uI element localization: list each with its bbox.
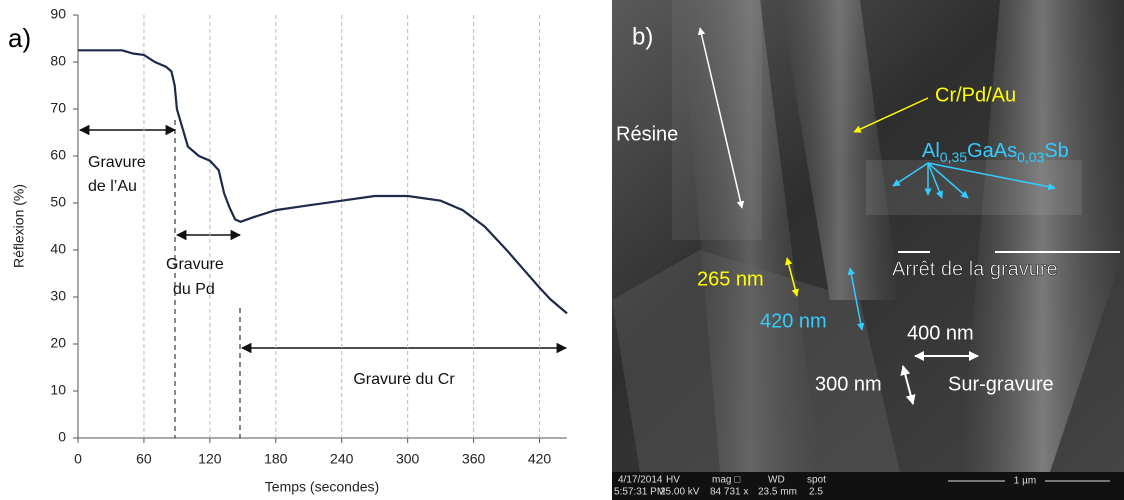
y-tick-label: 40: [50, 241, 66, 257]
annotation: Gravure: [166, 256, 224, 273]
y-tick-label: 70: [50, 100, 66, 116]
texture: [780, 0, 900, 300]
y-tick-label: 30: [50, 288, 66, 304]
texture: [960, 0, 1124, 472]
y-axis-label: Réflexion (%): [11, 184, 27, 268]
x-tick-label: 60: [136, 451, 152, 467]
texture: [866, 160, 1082, 215]
info-text: 23.5 mm: [758, 487, 797, 498]
formula-part: Sb: [1044, 140, 1068, 162]
info-text: 25.00 kV: [660, 487, 700, 498]
arrows: [847, 162, 1056, 331]
panel-label: a): [8, 23, 31, 53]
label: 420 nm: [760, 310, 827, 332]
info-text: 4/17/2014: [618, 475, 663, 486]
x-tick-label: 0: [74, 451, 82, 467]
y-tick-label: 0: [58, 429, 66, 445]
formula-part: GaAs: [967, 140, 1017, 162]
label: 400 nm: [907, 322, 974, 344]
formula-sub: 0,35: [940, 149, 967, 165]
arrow: [853, 97, 929, 133]
info-text: HV: [666, 475, 680, 486]
formula-sub: 0,03: [1017, 149, 1044, 165]
panel-a: a) Réflexion (%) Temps (secondes): [8, 15, 568, 495]
label: Arrêt de la gravure: [892, 258, 1058, 280]
label: Cr/Pd/Au: [935, 84, 1016, 106]
info-text: spot: [807, 475, 826, 486]
annotation: du Pd: [173, 281, 215, 298]
arrow: [785, 257, 799, 297]
label: Résine: [616, 123, 678, 145]
x-tick-label: 420: [528, 451, 552, 467]
label: 265 nm: [697, 268, 764, 290]
y-tick-label: 10: [50, 382, 66, 398]
x-axis-label: Temps (secondes): [265, 479, 379, 495]
x-tick-label: 180: [264, 451, 288, 467]
info-text: WD: [768, 475, 785, 486]
x-tick-label: 120: [198, 451, 222, 467]
panel-b: b) Résine Cr/Pd/Au Al0,35GaAs0,03Sb 265 …: [612, 0, 1124, 500]
arrow: [900, 365, 916, 405]
annotation: de l’Au: [88, 178, 137, 195]
data-line: [78, 49, 568, 315]
x-tick-label: 300: [396, 451, 420, 467]
info-bar: [612, 472, 1124, 500]
info-text: 84 731 x: [710, 487, 748, 498]
texture: [612, 250, 900, 472]
annotation: Gravure: [88, 154, 146, 171]
panel-label: b): [632, 23, 653, 50]
y-tick-label: 50: [50, 194, 66, 210]
annotation: Gravure du Cr: [353, 371, 455, 388]
label: Sur-gravure: [948, 373, 1054, 395]
formula-part: Al: [922, 140, 940, 162]
y-tick-label: 80: [50, 53, 66, 69]
info-text: 1 µm: [1014, 476, 1036, 487]
x-tick-label: 360: [462, 451, 486, 467]
texture: [672, 0, 762, 240]
info-text: mag □: [712, 475, 740, 486]
info-text: 2.5: [809, 487, 823, 498]
x-tick-label: 240: [330, 451, 354, 467]
label: 300 nm: [815, 373, 882, 395]
y-tick-label: 60: [50, 147, 66, 163]
y-tick-label: 20: [50, 335, 66, 351]
formula: Al0,35GaAs0,03Sb: [922, 140, 1069, 164]
info-text: 5:57:31 PM: [614, 487, 665, 498]
arrow: [697, 27, 745, 209]
y-tick-label: 90: [50, 6, 66, 22]
